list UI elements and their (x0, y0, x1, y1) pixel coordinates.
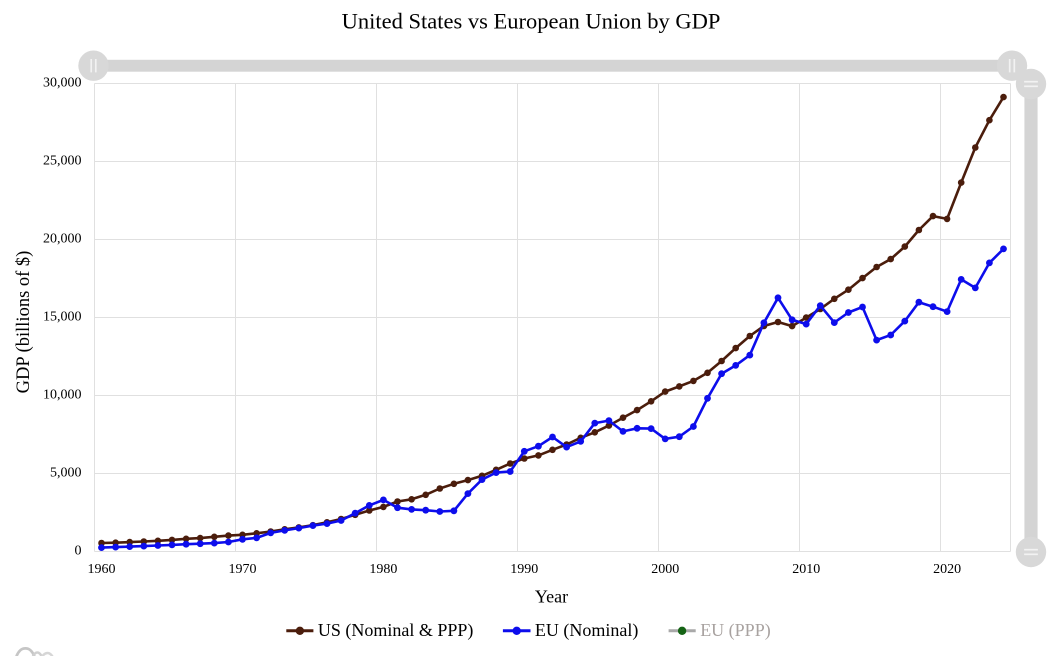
svg-text:2020: 2020 (933, 562, 961, 577)
svg-text:5,000: 5,000 (50, 465, 82, 480)
svg-text:25,000: 25,000 (43, 153, 82, 168)
svg-text:EU (Nominal): EU (Nominal) (535, 620, 638, 641)
svg-text:2000: 2000 (651, 562, 679, 577)
svg-text:1970: 1970 (229, 562, 257, 577)
svg-text:US (Nominal & PPP): US (Nominal & PPP) (318, 620, 474, 641)
svg-text:1960: 1960 (88, 562, 116, 577)
svg-text:GDP (billions of $): GDP (billions of $) (14, 251, 34, 394)
svg-text:10,000: 10,000 (43, 387, 82, 402)
svg-text:EU (PPP): EU (PPP) (700, 620, 771, 641)
svg-text:15,000: 15,000 (43, 309, 82, 324)
svg-text:1990: 1990 (510, 562, 538, 577)
svg-text:20,000: 20,000 (43, 231, 82, 246)
svg-text:Year: Year (535, 587, 568, 607)
svg-text:30,000: 30,000 (43, 75, 82, 90)
svg-text:0: 0 (75, 543, 82, 558)
svg-text:United States vs European Unio: United States vs European Union by GDP (342, 8, 721, 33)
svg-text:2010: 2010 (792, 562, 820, 577)
svg-text:1980: 1980 (369, 562, 397, 577)
